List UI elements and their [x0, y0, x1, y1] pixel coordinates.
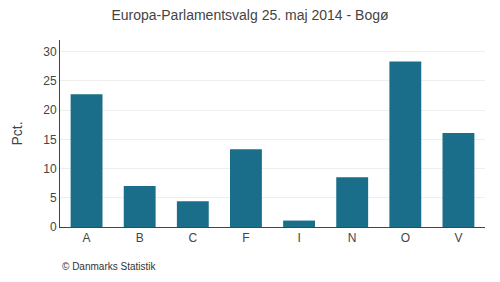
svg-text:B: B [136, 231, 144, 245]
svg-text:I: I [297, 231, 300, 245]
svg-text:Pct.: Pct. [9, 121, 25, 145]
svg-text:0: 0 [50, 220, 57, 234]
svg-text:15: 15 [43, 133, 57, 147]
svg-text:25: 25 [43, 74, 57, 88]
svg-text:Europa-Parlamentsvalg 25. maj: Europa-Parlamentsvalg 25. maj 2014 - Bog… [111, 7, 388, 23]
svg-text:30: 30 [43, 45, 57, 59]
svg-text:© Danmarks Statistik: © Danmarks Statistik [62, 261, 157, 272]
svg-text:O: O [401, 231, 410, 245]
svg-text:F: F [242, 231, 249, 245]
svg-text:V: V [454, 231, 462, 245]
svg-text:C: C [188, 231, 197, 245]
svg-text:20: 20 [43, 103, 57, 117]
svg-text:A: A [83, 231, 91, 245]
svg-text:10: 10 [43, 162, 57, 176]
svg-text:5: 5 [50, 191, 57, 205]
svg-text:N: N [348, 231, 357, 245]
